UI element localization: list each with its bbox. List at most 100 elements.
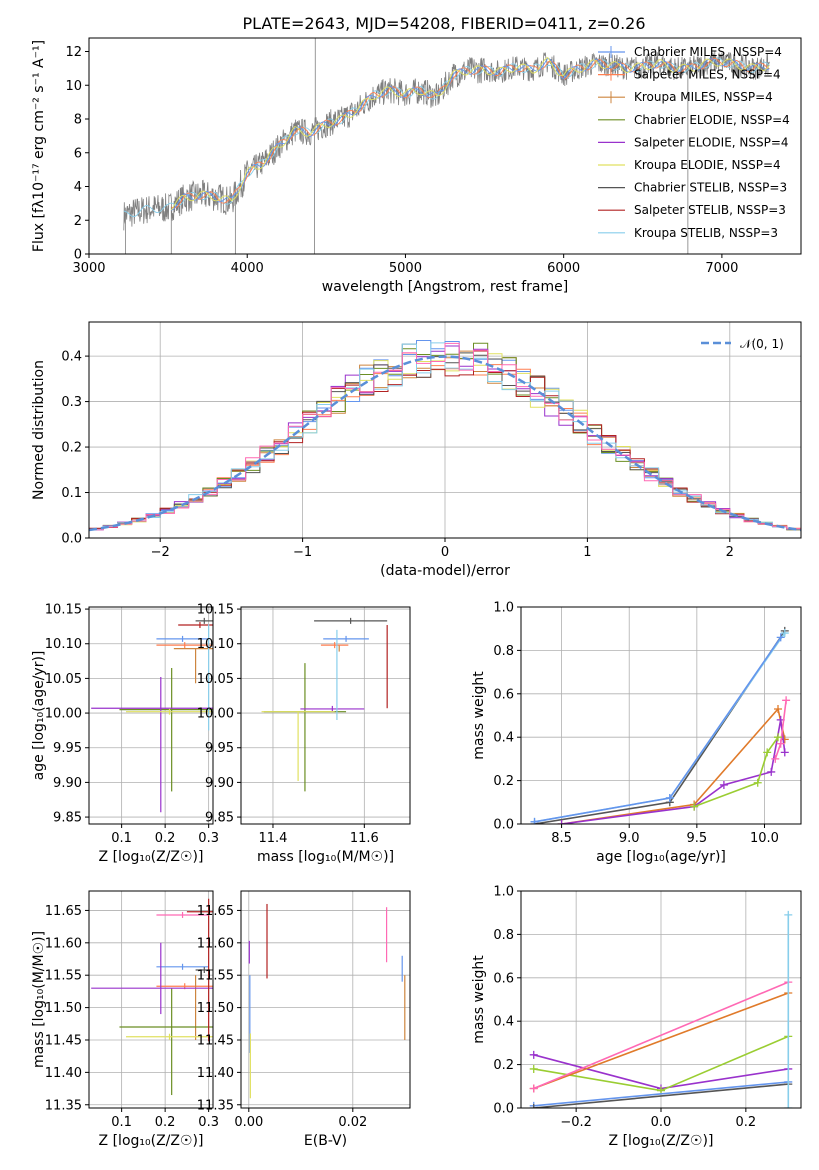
- x-axis-label: Z [log₁₀(Z/Z☉)]: [609, 1133, 714, 1149]
- y-tick-label: 11.65: [45, 904, 82, 919]
- panel-age_vs_Z: 0.1 0.2 0.3 9.85 9.90 9.95 10.00 10.05 10.10 10.1…: [31, 603, 219, 865]
- legend-entry: Salpeter STELIB, NSSP=3: [634, 203, 786, 217]
- legend-entry: Kroupa ELODIE, NSSP=4: [634, 158, 781, 172]
- y-tick-label: 2: [74, 214, 82, 229]
- series-marker: [530, 817, 539, 824]
- legend-entry: Kroupa STELIB, NSSP=3: [634, 226, 778, 240]
- frame-age_vs_Z: 0.1 0.2 0.3 9.85 9.90 9.95 10.00 10.05 10.10 10.1…: [31, 603, 219, 865]
- x-axis-label: E(B-V): [304, 1133, 347, 1149]
- legend-entry: Chabrier STELIB, NSSP=3: [634, 181, 787, 195]
- panel-mass_weight_vs_age: 8.5 9.0 9.5 10.0 0.0 0.2 0.4 0.6 0.8 1.0 age [log₁…: [471, 601, 802, 865]
- x-tick-label: 6000: [547, 261, 580, 276]
- data-point-chabrier_miles: [323, 635, 369, 642]
- x-tick-label: 11.6: [350, 831, 379, 846]
- y-tick-label: 9.85: [53, 811, 82, 826]
- data-point-chabrier_elodie: [119, 988, 213, 1096]
- plot-area-age_vs_Z: [91, 617, 213, 813]
- y-tick-label: 0.2: [493, 1058, 514, 1073]
- legend-entry: 𝒩(0, 1): [740, 337, 784, 351]
- y-tick-label: 10.15: [45, 603, 82, 618]
- y-tick-label: 11.50: [45, 1001, 82, 1016]
- x-tick-label: 5000: [389, 261, 422, 276]
- y-tick-label: 0.4: [493, 731, 514, 746]
- x-tick-label: 0.2: [736, 1115, 757, 1130]
- data-point-chabrier_elodie: [119, 668, 213, 792]
- y-tick-label: 9.95: [205, 741, 234, 756]
- data-point-salpeter_miles: [320, 642, 349, 649]
- panel-mass_vs_ebv: 0.00 0.02 11.35 11.40 11.45 11.50 11.55 11.60 11…: [197, 890, 411, 1149]
- y-tick-label: 0.0: [493, 1102, 514, 1117]
- data-point-salpeter_elodie: [300, 705, 365, 712]
- y-tick-label: 0.2: [493, 774, 514, 789]
- y-tick-label: 9.90: [53, 776, 82, 791]
- data-point-salpeter_elodie: [91, 677, 213, 813]
- plot-area-mass_weight_vs_age: [530, 626, 791, 824]
- y-tick-label: 11.65: [197, 904, 234, 919]
- y-axis-label: Flux [fλ10⁻¹⁷ erg cm⁻² s⁻¹ A⁻¹]: [31, 40, 47, 252]
- series-marker: [557, 820, 566, 824]
- series-marker: [780, 748, 789, 757]
- series-marker: [780, 735, 789, 744]
- y-tick-label: 0.4: [61, 350, 82, 365]
- series-marker: [767, 767, 776, 776]
- x-tick-label: 2: [726, 545, 734, 560]
- data-point-salpeter_stelib: [178, 622, 213, 629]
- y-tick-label: 11.35: [45, 1098, 82, 1113]
- panel-residuals: −2 −1 0 1 2 0.0 0.1 0.2 0.3 0.4 (data-model)/error…: [31, 321, 802, 579]
- series-line-salpeter_elodie: [561, 719, 786, 824]
- x-tick-label: 11.4: [258, 831, 287, 846]
- legend-entry: Salpeter ELODIE, NSSP=4: [634, 135, 789, 149]
- y-tick-label: 11.40: [45, 1066, 82, 1081]
- series-marker: [690, 802, 699, 811]
- y-tick-label: 0.6: [493, 687, 514, 702]
- spectrum-data-line: [123, 51, 770, 231]
- data-point-chabrier_miles: [156, 635, 209, 642]
- data-point-salpeter_elodie: [91, 942, 213, 1015]
- data-point-kroupa_elodie: [261, 711, 335, 782]
- legend-entry: Chabrier ELODIE, NSSP=4: [634, 113, 790, 127]
- data-point-model_overlay_pink: [156, 911, 209, 918]
- x-tick-label: 1: [583, 545, 591, 560]
- series-marker: [529, 1050, 538, 1059]
- y-axis-label: mass weight: [471, 955, 487, 1044]
- series-marker: [763, 748, 772, 757]
- x-axis-label: Z [log₁₀(Z/Z☉)]: [99, 849, 204, 865]
- panel-mass_weight_vs_Z: −0.2 0.0 0.2 0.0 0.2 0.4 0.6 0.8 1.0 Z [log₁₀(Z/Z…: [471, 885, 802, 1149]
- data-point-chabrier_stelib: [314, 617, 388, 624]
- y-tick-label: 0.8: [493, 644, 514, 659]
- y-tick-label: 10.15: [197, 603, 234, 618]
- y-tick-label: 8: [74, 113, 82, 128]
- y-tick-label: 1.0: [493, 601, 514, 616]
- y-tick-label: 0.0: [493, 818, 514, 833]
- x-tick-label: 9.5: [687, 831, 708, 846]
- series-marker: [784, 910, 793, 919]
- y-tick-label: 10.00: [45, 707, 82, 722]
- legend-entry: Kroupa MILES, NSSP=4: [634, 90, 773, 104]
- x-axis-label: mass [log₁₀(M/M☉)]: [257, 849, 394, 865]
- x-tick-label: 3000: [72, 261, 105, 276]
- series-marker: [776, 739, 785, 748]
- y-tick-label: 12: [65, 45, 82, 60]
- y-tick-label: 0.1: [61, 486, 82, 501]
- y-tick-label: 11.60: [197, 936, 234, 951]
- plot-area-age_vs_mass: [261, 617, 388, 792]
- series-marker: [774, 704, 783, 713]
- y-tick-label: 0.3: [61, 395, 82, 410]
- legend-entry: Chabrier MILES, NSSP=4: [634, 45, 782, 59]
- series-marker: [529, 1084, 538, 1093]
- series-marker: [784, 1104, 793, 1108]
- data-point-salpeter_miles: [156, 642, 213, 649]
- x-tick-label: 9.0: [619, 831, 640, 846]
- x-tick-label: 0: [441, 545, 449, 560]
- series-marker: [771, 754, 780, 763]
- residuals-legend: 𝒩(0, 1): [701, 337, 784, 351]
- x-tick-label: 0.00: [234, 1115, 263, 1130]
- x-tick-label: 8.5: [551, 831, 572, 846]
- histogram-model_overlay_pink: [89, 342, 801, 531]
- x-tick-label: −0.2: [560, 1115, 592, 1130]
- y-tick-label: 9.90: [205, 776, 234, 791]
- series-line-model_overlay_pink: [533, 981, 789, 1090]
- plot-area-mass_vs_ebv: [248, 903, 406, 1099]
- y-axis-label: Normed distribution: [31, 360, 47, 500]
- series-line-chabrier_miles: [533, 1081, 789, 1107]
